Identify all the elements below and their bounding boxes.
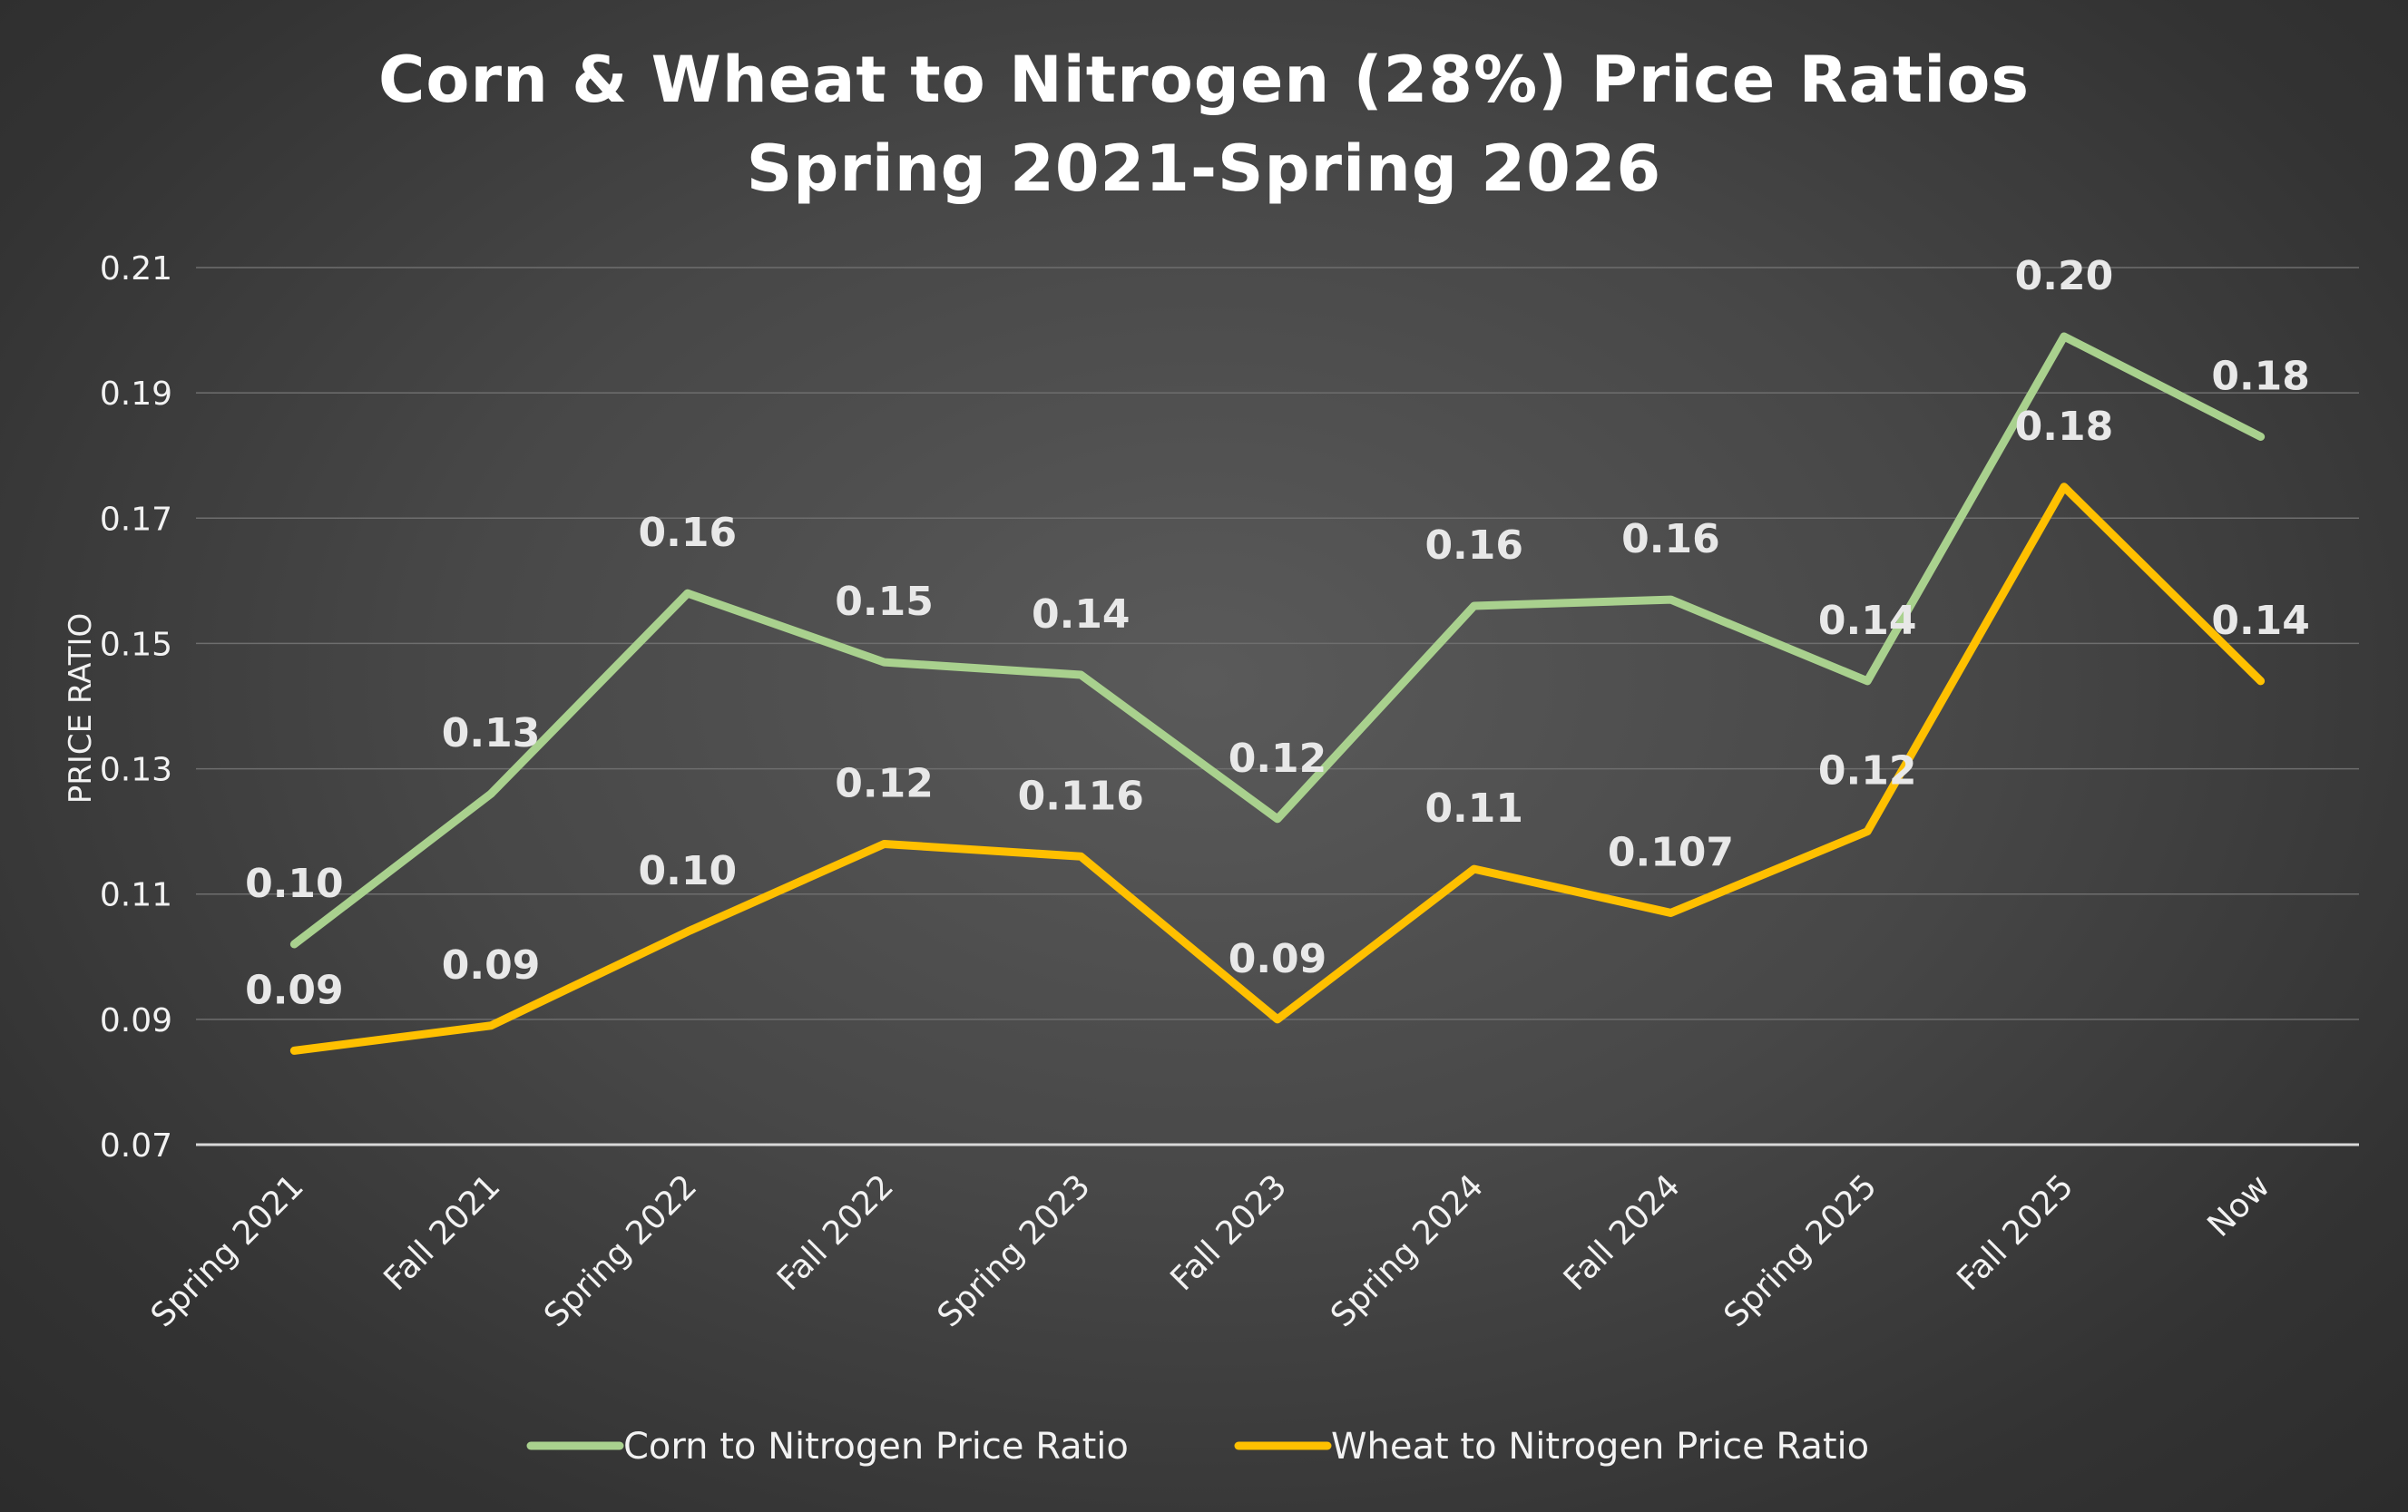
series-lines bbox=[289, 332, 2266, 1055]
data-label-corn: 0.16 bbox=[639, 510, 738, 556]
data-label-wheat: 0.09 bbox=[1228, 936, 1327, 982]
data-label-corn: 0.16 bbox=[1424, 522, 1523, 569]
y-tick-label: 0.15 bbox=[100, 626, 172, 663]
data-point-wheat bbox=[1473, 868, 1475, 871]
gridlines bbox=[196, 267, 2359, 1146]
data-label-wheat: 0.12 bbox=[835, 760, 934, 806]
data-label-corn: 0.18 bbox=[2211, 353, 2310, 399]
data-label-corn: 0.16 bbox=[1621, 516, 1720, 562]
data-label-wheat: 0.107 bbox=[1608, 829, 1734, 875]
data-label-corn: 0.15 bbox=[835, 579, 934, 625]
data-label-corn: 0.12 bbox=[1228, 736, 1327, 782]
data-point-wheat bbox=[293, 1049, 296, 1052]
data-label-corn: 0.14 bbox=[1032, 591, 1131, 638]
x-tick-label: Fall 2024 bbox=[1557, 1167, 1688, 1298]
y-tick-label: 0.21 bbox=[100, 250, 172, 288]
legend-label-wheat: Wheat to Nitrogen Price Ratio bbox=[1331, 1426, 1869, 1468]
x-axis-ticks: Spring 2021 Fall 2021 Spring 2022 Fall 2022… bbox=[144, 1167, 2277, 1334]
x-tick-label: Spring 2022 bbox=[537, 1167, 704, 1334]
data-label-wheat: 0.18 bbox=[2015, 404, 2114, 450]
data-point-wheat bbox=[1080, 855, 1082, 858]
x-tick-label: Spring 2023 bbox=[931, 1167, 1098, 1334]
data-point-wheat bbox=[1866, 830, 1869, 833]
data-point-corn bbox=[2259, 435, 2262, 438]
data-point-wheat bbox=[883, 843, 886, 845]
data-label-wheat: 0.116 bbox=[1018, 773, 1144, 819]
series-line-corn bbox=[289, 332, 2266, 949]
data-point-wheat bbox=[2062, 485, 2065, 488]
data-point-wheat bbox=[2259, 679, 2262, 682]
x-tick-label: Now bbox=[2201, 1167, 2277, 1244]
y-tick-label: 0.13 bbox=[100, 752, 172, 789]
y-tick-label: 0.17 bbox=[100, 501, 172, 538]
data-point-corn bbox=[1669, 599, 1672, 601]
data-label-wheat: 0.12 bbox=[1818, 748, 1917, 795]
data-label-wheat: 0.10 bbox=[639, 848, 738, 894]
x-tick-label: Spring 2021 bbox=[144, 1167, 311, 1334]
data-label-wheat: 0.14 bbox=[2211, 598, 2310, 644]
x-tick-label: Spring 2025 bbox=[1718, 1167, 1884, 1334]
legend-label-corn: Corn to Nitrogen Price Ratio bbox=[623, 1426, 1129, 1468]
data-point-wheat bbox=[1277, 1018, 1278, 1020]
data-label-corn: 0.10 bbox=[245, 861, 344, 907]
x-tick-label: Fall 2023 bbox=[1163, 1167, 1294, 1298]
data-label-wheat: 0.11 bbox=[1424, 785, 1523, 832]
x-tick-label: Fall 2025 bbox=[1950, 1167, 2080, 1298]
y-tick-label: 0.11 bbox=[100, 877, 172, 914]
data-point-wheat bbox=[1669, 912, 1672, 914]
data-label-corn: 0.14 bbox=[1818, 598, 1917, 644]
data-point-corn bbox=[293, 942, 296, 945]
data-point-corn bbox=[2062, 335, 2065, 337]
chart-title-line-2: Spring 2021-Spring 2026 bbox=[747, 132, 1661, 206]
data-label-wheat: 0.09 bbox=[245, 967, 344, 1013]
data-label-corn: 0.20 bbox=[2015, 253, 2114, 299]
data-point-wheat bbox=[490, 1024, 493, 1027]
y-axis-ticks: 0.07 0.09 0.11 0.13 0.15 0.17 0.19 0.21 bbox=[100, 250, 172, 1165]
y-tick-label: 0.07 bbox=[100, 1127, 172, 1165]
data-labels: 0.10 0.13 0.16 0.15 0.14 0.12 0.16 0.16 0.14 0.20… bbox=[245, 253, 2310, 1013]
x-tick-label: Fall 2022 bbox=[770, 1167, 901, 1298]
data-point-corn bbox=[686, 592, 689, 595]
data-point-corn bbox=[1473, 604, 1475, 607]
data-point-corn bbox=[490, 793, 493, 795]
data-point-corn bbox=[1866, 679, 1869, 682]
data-point-corn bbox=[1080, 673, 1082, 676]
data-point-wheat bbox=[686, 931, 689, 933]
data-point-corn bbox=[883, 661, 886, 664]
y-tick-label: 0.19 bbox=[100, 376, 172, 413]
x-tick-label: Fall 2021 bbox=[377, 1167, 508, 1298]
y-axis-label: PRICE RATIO bbox=[63, 613, 99, 805]
data-point-corn bbox=[1277, 817, 1278, 820]
data-label-corn: 0.13 bbox=[442, 710, 541, 756]
data-label-wheat: 0.09 bbox=[442, 942, 541, 989]
y-tick-label: 0.09 bbox=[100, 1002, 172, 1039]
x-tick-label: Spring 2024 bbox=[1324, 1167, 1491, 1334]
chart-title-line-1: Corn & Wheat to Nitrogen (28%) Price Rat… bbox=[378, 43, 2030, 117]
legend: Corn to Nitrogen Price Ratio Wheat to Ni… bbox=[526, 1426, 1869, 1468]
